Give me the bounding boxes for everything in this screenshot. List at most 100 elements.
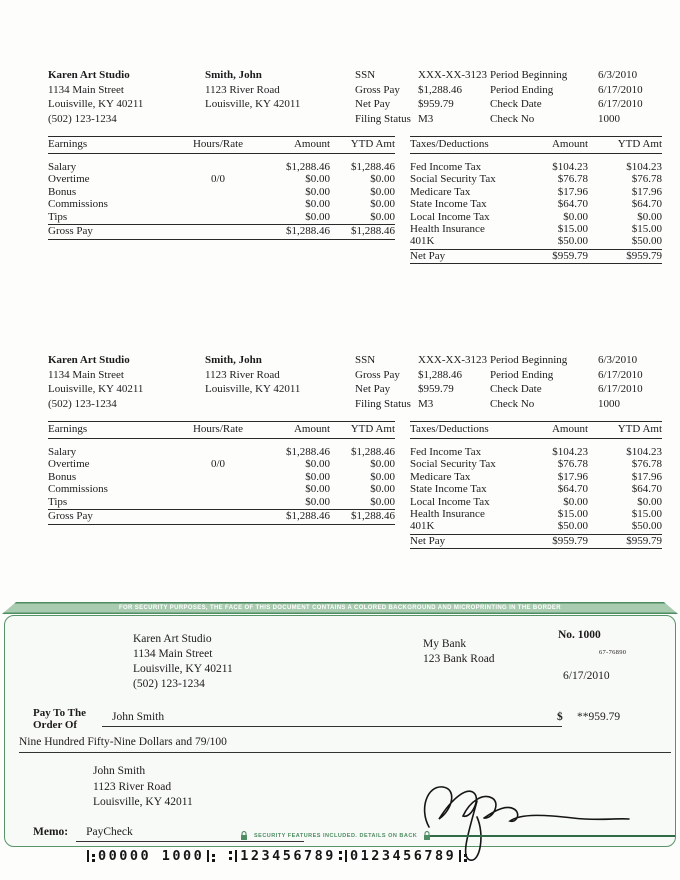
table-row: Local Income Tax $0.00 $0.00 [410,496,662,508]
earning-label: Overtime [48,458,90,471]
net-pay-total-amount: $959.79 [552,249,588,262]
check-no-value: 1000 [598,112,620,125]
check-date-value: 6/17/2010 [598,383,643,395]
table-row: Health Insurance $15.00 $15.00 [410,508,662,520]
filing-status-row: Filing Status M3 [355,397,490,412]
employer-street: 1134 Main Street [48,83,124,96]
deduction-amount: $0.00 [563,495,588,508]
earning-amount: $1,288.46 [286,446,330,458]
padlock-icon [424,831,431,840]
earning-amount: $0.00 [305,185,330,198]
deduction-amount: $64.70 [557,483,588,496]
gross-pay-total-hours [178,510,258,524]
pay-to-label-line1: Pay To The [33,707,86,719]
earnings-header-col1: Earnings [48,138,88,150]
check-no-row: Check No 1000 [490,112,662,127]
pay-summary-block: SSN XXX-XX-3123 Gross Pay $1,288.46 Net Pa… [355,68,490,126]
employer-city: Louisville, KY 40211 [48,383,144,395]
gross-pay-label: Gross Pay [355,368,400,381]
employee-street: 1123 River Road [205,368,280,381]
earning-ytd: $1,288.46 [351,446,395,458]
earning-hours [178,186,258,198]
gross-pay-row: Gross Pay $1,288.46 [355,83,490,98]
net-pay-label: Net Pay [355,98,391,110]
gross-pay-total-row: Gross Pay $1,288.46 $1,288.46 [48,509,395,525]
payee-address-block: John Smith 1123 River Road Louisville, K… [93,764,193,811]
deduction-label: Medicare Tax [410,470,471,483]
earning-amount: $0.00 [305,495,330,508]
deduction-amount: $76.78 [557,458,588,471]
earning-label: Overtime [48,173,90,186]
gross-pay-total-label: Gross Pay [48,510,93,523]
earning-ytd: $0.00 [370,185,395,198]
security-features-text: SECURITY FEATURES INCLUDED. DETAILS ON B… [254,833,418,839]
period-beginning-row: Period Beginning 6/3/2010 [490,68,662,83]
deduction-label: Fed Income Tax [410,161,482,173]
micr-onus-icon [87,850,95,862]
micr-transit-icon [229,850,238,862]
employer-phone: (502) 123-1234 [48,397,117,410]
deductions-body: Fed Income Tax $104.23 $104.23 Social Secu… [410,154,662,248]
gross-pay-total-amount: $1,288.46 [286,225,330,238]
gross-pay-value: $1,288.46 [418,368,462,381]
deductions-header: Taxes/Deductions Amount YTD Amt [410,136,662,154]
earning-hours [178,211,258,223]
employer-city: Louisville, KY 40211 [48,98,144,110]
period-ending-value: 6/17/2010 [598,83,643,96]
deduction-ytd: $76.78 [631,173,662,186]
earnings-body: Salary $1,288.46 $1,288.46 Overtime 0/0 $0.0… [48,154,395,223]
deduction-amount: $17.96 [557,470,588,483]
check-payer-phone: (502) 123-1234 [133,678,205,690]
table-row: Commissions $0.00 $0.00 [48,483,395,495]
check-date-label: Check Date [490,383,542,395]
net-pay-row: Net Pay $959.79 [355,382,490,397]
earning-label: Bonus [48,470,77,483]
deduction-label: 401K [410,520,435,533]
deduction-label: 401K [410,235,435,248]
earning-label: Commissions [48,198,108,211]
earning-amount: $0.00 [305,173,330,186]
deduction-amount: $104.23 [552,446,588,458]
period-summary-block: Period Beginning 6/3/2010 Period Ending 6/… [490,353,662,411]
deduction-ytd: $17.96 [631,185,662,198]
payee-address-name: John Smith [93,765,146,777]
period-beginning-label: Period Beginning [490,69,568,81]
table-row: State Income Tax $64.70 $64.70 [410,198,662,210]
employer-block: Karen Art Studio 1134 Main Street Louisv… [48,68,205,126]
deductions-header-col1: Taxes/Deductions [410,423,489,435]
table-row: Medicare Tax $17.96 $17.96 [410,471,662,483]
earning-hours [178,161,258,173]
period-ending-value: 6/17/2010 [598,368,643,381]
earnings-header-col2: Hours/Rate [192,138,244,150]
earning-ytd: $0.00 [370,458,395,471]
table-row: Overtime 0/0 $0.00 $0.00 [48,458,395,470]
pay-stub-copy-1: Karen Art Studio 1134 Main Street Louisv… [48,68,662,265]
table-row: Fed Income Tax $104.23 $104.23 [410,446,662,458]
net-pay-value: $959.79 [418,98,454,110]
earning-hours [178,471,258,483]
earnings-table: Earnings Hours/Rate Amount YTD Amt Salar… [48,421,395,549]
check-payer-block: Karen Art Studio 1134 Main Street Louisv… [133,632,233,692]
micr-routing-number: 123456789 [240,848,336,864]
table-row: Bonus $0.00 $0.00 [48,186,395,198]
deduction-amount: $15.00 [557,223,588,236]
payee-address-city: Louisville, KY 42011 [93,796,193,808]
deduction-label: State Income Tax [410,483,487,496]
earnings-header-col3: Amount [293,423,330,435]
gross-pay-total-row: Gross Pay $1,288.46 $1,288.46 [48,224,395,240]
bank-check: Karen Art Studio 1134 Main Street Louisv… [4,615,676,861]
earning-ytd: $0.00 [370,173,395,186]
check-no-label: Check No [490,397,535,410]
amount-in-words: Nine Hundred Fifty-Nine Dollars and 79/1… [19,736,227,748]
earning-hours [178,446,258,458]
earnings-header-col3: Amount [293,138,330,150]
employee-city: Louisville, KY 42011 [205,98,301,110]
padlock-icon [241,831,247,840]
table-row: Local Income Tax $0.00 $0.00 [410,211,662,223]
earning-amount: $1,288.46 [286,161,330,173]
deductions-header-col2: Amount [551,138,588,150]
gross-pay-row: Gross Pay $1,288.46 [355,368,490,383]
employee-block: Smith, John 1123 River Road Louisville, … [205,68,355,126]
period-summary-block: Period Beginning 6/3/2010 Period Ending 6/… [490,68,662,126]
pay-to-label: Pay To The Order Of [33,707,86,731]
